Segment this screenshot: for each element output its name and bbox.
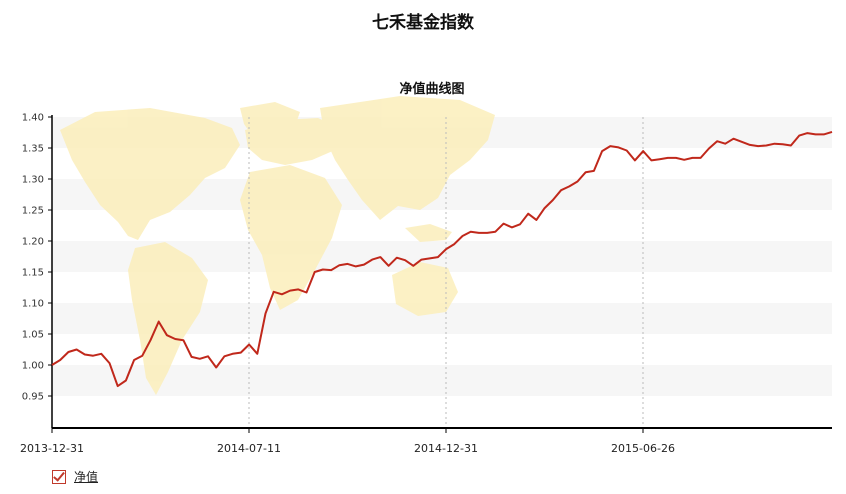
- x-axis-ticks: 2013-12-31 2014-07-11 2014-12-31 2015-06-26: [20, 428, 675, 455]
- y-tick-label: 1.40: [22, 113, 44, 124]
- y-tick-label: 1.10: [22, 299, 44, 310]
- x-tick-label: 2013-12-31: [20, 442, 84, 455]
- y-tick-label: 1.35: [22, 144, 44, 155]
- x-tick-label: 2015-06-26: [611, 442, 675, 455]
- y-tick-label: 1.30: [22, 175, 44, 186]
- y-tick-label: 1.00: [22, 361, 44, 372]
- x-tick-label: 2014-12-31: [414, 442, 478, 455]
- y-tick-label: 1.15: [22, 268, 44, 279]
- grid-band: [52, 365, 832, 396]
- series-line-nav: [51, 130, 833, 388]
- map-south-america: [128, 242, 208, 395]
- legend-checkbox[interactable]: [52, 469, 66, 484]
- map-africa: [240, 165, 342, 310]
- map-asia: [320, 96, 495, 220]
- world-map-background: [60, 96, 495, 395]
- map-australia: [392, 262, 458, 316]
- x-tick-label: 2014-07-11: [217, 442, 281, 455]
- page-title: 七禾基金指数: [372, 13, 474, 33]
- map-north-america: [60, 108, 240, 240]
- vertical-gridlines: [248, 117, 644, 428]
- legend[interactable]: 净值: [52, 468, 98, 485]
- y-tick-label: 0.95: [22, 392, 44, 403]
- y-axis-ticks: 0.95 1.00 1.05 1.10 1.15 1.20 1.25 1.30 1.35 1.40: [22, 113, 52, 403]
- map-indonesia: [405, 224, 452, 242]
- legend-label[interactable]: 净值: [74, 470, 99, 484]
- y-tick-label: 1.05: [22, 330, 44, 341]
- map-europe: [245, 118, 340, 165]
- chart-title: 净值曲线图: [399, 81, 464, 97]
- y-tick-label: 1.20: [22, 237, 44, 248]
- y-tick-label: 1.25: [22, 206, 44, 217]
